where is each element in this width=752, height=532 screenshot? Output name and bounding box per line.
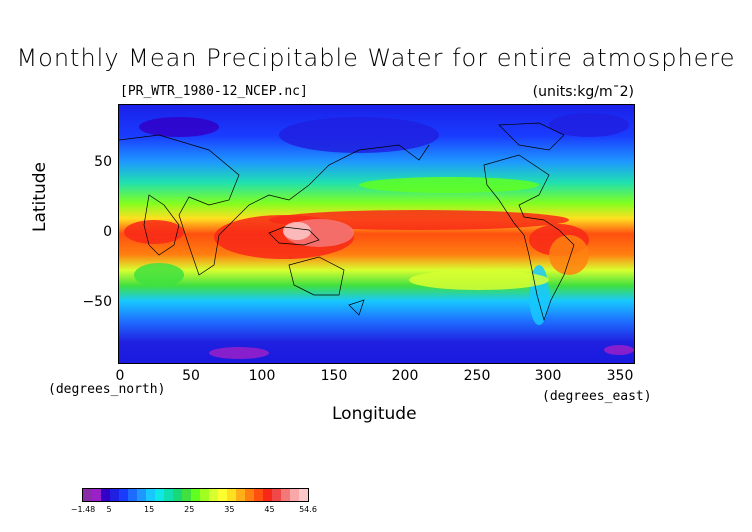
colorbar-label: 54.6	[299, 505, 317, 514]
y-axis-title: Latitude	[30, 162, 50, 232]
colorbar-swatch	[191, 489, 200, 501]
x-tick-label: 300	[534, 368, 562, 384]
colorbar-swatch	[173, 489, 182, 501]
x-tick-label: 50	[182, 368, 200, 384]
coastline	[288, 256, 345, 296]
precipitable-water-map	[118, 104, 635, 364]
field-region	[209, 347, 269, 359]
colorbar-swatch	[119, 489, 128, 501]
file-label: [PR_WTR_1980-12_NCEP.nc]	[120, 84, 308, 99]
field-region	[124, 220, 184, 244]
x-tick-label: 250	[463, 368, 491, 384]
colorbar-swatch	[200, 489, 209, 501]
colorbar-label: 25	[184, 505, 195, 514]
colorbar-label: −1.48	[70, 505, 96, 514]
colorbar-swatch	[227, 489, 236, 501]
colorbar-swatch	[101, 489, 110, 501]
y-tick-label: 50	[94, 154, 112, 170]
coastline	[143, 194, 180, 256]
coastline	[483, 154, 575, 322]
coastline	[119, 134, 430, 276]
field-region	[549, 235, 589, 275]
coastline	[268, 226, 320, 246]
y-tick-label: −50	[82, 294, 112, 310]
x-tick-label: 0	[115, 368, 125, 384]
colorbar-swatch	[137, 489, 146, 501]
colorbar-swatch	[281, 489, 290, 501]
colorbar-swatch	[209, 489, 218, 501]
colorbar-swatch	[182, 489, 191, 501]
colorbar-swatch	[263, 489, 272, 501]
field-region	[279, 117, 439, 153]
x-tick-label: 100	[248, 368, 276, 384]
colorbar-swatch	[146, 489, 155, 501]
field-region	[134, 263, 184, 287]
colorbar-swatch	[92, 489, 101, 501]
y-axis-unit: (degrees_north)	[48, 382, 166, 397]
chart-title: Monthly Mean Precipitable Water for enti…	[16, 44, 736, 72]
colorbar-label: 15	[144, 505, 155, 514]
x-axis-unit: (degrees_east)	[542, 389, 652, 404]
colorbar-swatch	[236, 489, 245, 501]
field-region	[549, 113, 629, 137]
field-region	[139, 117, 219, 137]
colorbar-swatch	[83, 489, 92, 501]
x-tick-label: 150	[320, 368, 348, 384]
x-axis-title: Longitude	[332, 404, 417, 424]
colorbar-swatch	[164, 489, 173, 501]
colorbar-swatch	[245, 489, 254, 501]
colorbar-swatch	[272, 489, 281, 501]
units-label: (units:kg/m¯2)	[532, 84, 634, 100]
colorbar-swatch	[218, 489, 227, 501]
colorbar-swatch	[254, 489, 263, 501]
colorbar-swatch	[110, 489, 119, 501]
x-tick-label: 350	[606, 368, 634, 384]
field-region	[359, 177, 539, 193]
colorbar-swatch	[155, 489, 164, 501]
colorbar-label: 45	[264, 505, 275, 514]
colorbar-label: 35	[224, 505, 235, 514]
coastline	[348, 299, 365, 316]
colorbar-label: 5	[106, 505, 112, 514]
colorbar	[82, 488, 309, 502]
map-field	[119, 105, 634, 363]
coastline	[498, 122, 565, 151]
field-region	[409, 270, 549, 290]
y-tick-label: 0	[103, 224, 112, 240]
colorbar-swatch	[128, 489, 137, 501]
field-region	[283, 222, 311, 240]
colorbar-swatch	[290, 489, 299, 501]
x-tick-label: 200	[391, 368, 419, 384]
field-region	[604, 345, 634, 355]
colorbar-swatch	[299, 489, 308, 501]
